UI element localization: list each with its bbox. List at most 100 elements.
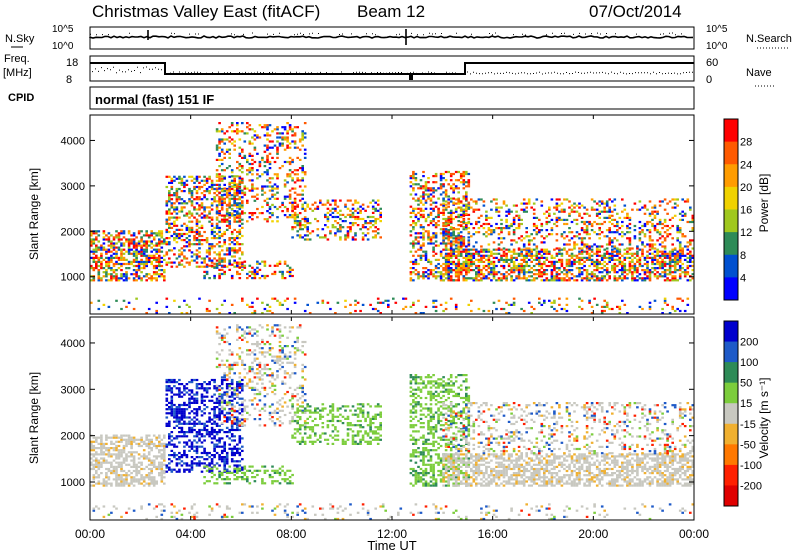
heatmap-cell [160,449,164,452]
heatmap-cell [477,231,481,234]
heatmap-cell [243,154,247,157]
heatmap-cell [165,222,169,225]
heatmap-cell [605,303,609,306]
heatmap-cell [97,482,101,485]
heatmap-cell [457,170,460,174]
heatmap-cell [195,202,199,205]
heatmap-cell [444,267,448,270]
heatmap-cell [140,438,143,441]
heatmap-cell [490,254,493,257]
heatmap-cell [135,467,138,471]
heatmap-cell [588,233,591,236]
heatmap-cell [266,203,269,206]
heatmap-cell [145,442,148,445]
heatmap-cell [555,216,559,219]
heatmap-cell [686,241,690,244]
heatmap-cell [379,312,382,315]
heatmap-cell [271,130,274,133]
heatmap-cell [565,243,569,246]
heatmap-cell [447,248,450,251]
heatmap-cell [155,248,158,251]
heatmap-cell [168,226,171,229]
heatmap-cell [497,247,501,250]
heatmap-cell [142,449,146,452]
heatmap-cell [135,438,138,441]
heatmap-cell [457,275,460,278]
heatmap-cell [168,385,171,388]
heatmap-cell [137,453,141,456]
heatmap-cell [507,224,511,228]
heatmap-cell [593,279,596,282]
heatmap-cell [628,222,632,226]
heatmap-cell [477,250,481,253]
heatmap-cell [198,175,201,178]
heatmap-cell [173,445,176,448]
heatmap-cell [215,216,219,219]
heatmap-cell [263,262,267,265]
heatmap-cell [550,229,554,232]
heatmap-cell [500,241,503,244]
heatmap-cell [437,220,440,223]
heatmap-cell [100,442,103,445]
heatmap-cell [288,193,292,196]
heatmap-cell [409,271,413,274]
heatmap-cell [462,214,466,217]
heatmap-cell [178,420,181,423]
heatmap-cell [568,231,571,234]
heatmap-cell [555,267,559,270]
heatmap-cell [643,271,647,274]
heatmap-cell [188,401,191,404]
heatmap-cell [422,244,425,247]
heatmap-cell [563,198,566,201]
heatmap-cell [105,459,108,462]
heatmap-cell [580,277,584,280]
heatmap-cell [608,307,611,311]
heatmap-cell [233,192,236,195]
heatmap-cell [417,248,420,251]
heatmap-cell [158,451,161,454]
heatmap-cell [558,250,561,253]
heatmap-cell [178,249,181,252]
heatmap-cell [188,234,191,238]
heatmap-cell [583,260,586,263]
heatmap-cell [505,256,508,259]
heatmap-cell [467,303,471,306]
heatmap-cell [462,208,466,211]
heatmap-cell [593,275,596,278]
heatmap-cell [691,273,695,276]
heatmap-cell [188,393,191,396]
heatmap-cell [170,202,174,205]
heatmap-cell [155,267,158,270]
heatmap-cell [210,228,214,231]
heatmap-cell [651,262,654,266]
heatmap-cell [115,230,118,233]
heatmap-cell [296,177,299,180]
heatmap-cell [467,241,471,244]
heatmap-cell [213,187,216,191]
heatmap-cell [666,202,669,205]
heatmap-cell [626,231,629,234]
heatmap-cell [492,273,496,276]
heatmap-cell [225,138,229,141]
heatmap-cell [490,231,493,234]
heatmap-cell [374,201,377,204]
heatmap-cell [492,248,496,251]
heatmap-cell [558,248,561,251]
heatmap-cell [303,132,307,135]
heatmap-cell [462,238,466,241]
heatmap-cell [100,267,103,270]
heatmap-cell [198,247,201,250]
heatmap-cell [689,208,692,211]
heatmap-cell [442,248,445,251]
heatmap-cell [510,250,513,253]
heatmap-cell [117,457,121,460]
heatmap-cell [334,215,337,219]
heatmap-cell [150,232,153,235]
heatmap-cell [188,261,191,264]
heatmap-cell [97,307,101,311]
heatmap-cell [658,273,662,276]
heatmap-cell [643,235,647,238]
heatmap-cell [412,209,415,212]
heatmap-cell [379,236,382,239]
heatmap-cell [507,248,511,251]
